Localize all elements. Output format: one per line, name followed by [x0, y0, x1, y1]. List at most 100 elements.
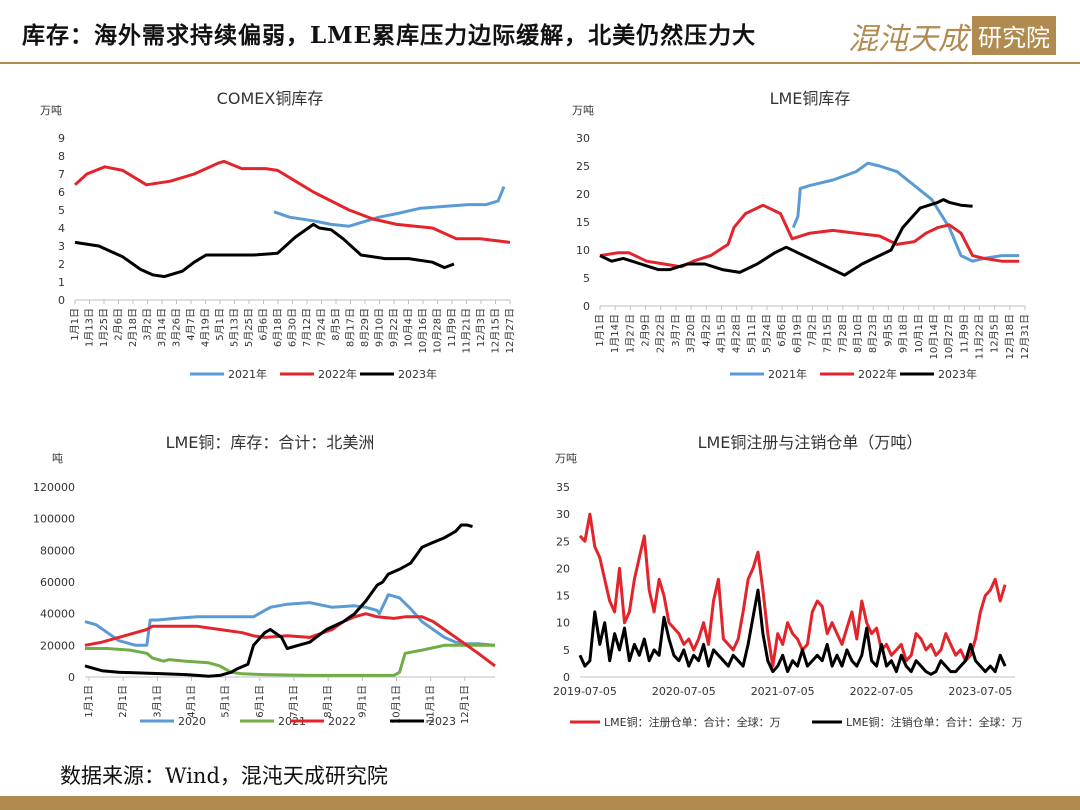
x-tick-label: 7月2日 [807, 314, 819, 347]
y-tick-label: 0 [58, 294, 65, 307]
x-tick-label: 5月13日 [229, 308, 241, 347]
y-tick-label: 2 [58, 258, 65, 271]
x-tick-label: 3月26日 [171, 308, 183, 347]
legend-label: 2023 [428, 715, 456, 728]
data-source-note: 数据来源：Wind，混沌天成研究院 [60, 764, 388, 788]
x-tick-label: 3月7日 [670, 314, 682, 347]
x-tick-label: 2019-07-05 [553, 685, 617, 698]
x-tick-label: 1月1日 [594, 314, 606, 347]
y-tick-label: 15 [576, 216, 590, 229]
x-tick-label: 11月9日 [446, 308, 458, 347]
lme-warrants-chart: LME铜注册与注销仓单（万吨） 万吨 0 5 10 15 20 25 30 35 2019-07-0… [553, 433, 1023, 729]
x-tick-label: 5月11日 [746, 314, 758, 353]
logo-brand-text: 混沌天成 [848, 22, 968, 57]
x-tick-label: 3月1日 [151, 685, 163, 718]
x-tick-label: 4月1日 [186, 685, 198, 718]
x-tick-label: 12月5日 [989, 314, 1001, 353]
y-tick-label: 3 [58, 240, 65, 253]
x-tick-label: 12月15日 [490, 308, 502, 353]
x-tick-label: 6月18日 [272, 308, 284, 347]
x-tick-label: 10月1日 [391, 685, 403, 724]
y-tick-label: 5 [563, 644, 570, 657]
y-tick-label: 10 [556, 617, 570, 630]
x-tick-label: 11月1日 [425, 685, 437, 724]
x-tick-label: 7月1日 [288, 685, 300, 718]
x-tick-label: 2022-07-05 [850, 685, 914, 698]
y-tick-label: 8 [58, 150, 65, 163]
y-axis-unit: 吨 [52, 452, 63, 465]
x-tick-label: 2月9日 [640, 314, 652, 347]
x-tick-label: 6月1日 [254, 685, 266, 718]
series-line-0 [84, 593, 496, 647]
chart-title: LME铜：库存：合计：北美洲 [166, 433, 375, 452]
x-tick-label: 12月1日 [459, 685, 471, 724]
x-tick-label: 2月18日 [127, 308, 139, 347]
footer-bar [0, 796, 1080, 810]
x-tick-label: 7月12日 [301, 308, 313, 347]
y-axis-unit: 万吨 [40, 104, 62, 117]
x-tick-label: 4月2日 [700, 314, 712, 347]
y-tick-label: 20 [556, 562, 570, 575]
series-line-0 [791, 161, 1020, 263]
x-tick-label: 12月18日 [1004, 314, 1016, 359]
series-line-0 [578, 512, 1007, 668]
y-tick-label: 7 [58, 168, 65, 181]
x-tick-label: 8月17日 [345, 308, 357, 347]
x-tick-label: 2月22日 [655, 314, 667, 353]
x-tick-label: 5月24日 [761, 314, 773, 353]
x-tick-label: 4月19日 [200, 308, 212, 347]
x-tick-label: 2023-07-05 [948, 685, 1012, 698]
legend-label: LME铜：注销仓单：合计：全球：万 [846, 715, 1023, 729]
x-tick-label: 10月1日 [913, 314, 925, 353]
legend-label: 2022年 [858, 367, 897, 381]
x-tick-label: 2月6日 [113, 308, 125, 341]
x-tick-label: 6月19日 [791, 314, 803, 353]
series-line-2 [599, 198, 973, 277]
x-tick-label: 2020-07-05 [652, 685, 716, 698]
series-line-2 [74, 222, 455, 279]
legend-label: 2022 [328, 715, 356, 728]
chart-title: LME铜注册与注销仓单（万吨） [698, 433, 923, 452]
series-line-1 [578, 588, 1007, 676]
y-tick-label: 15 [556, 590, 570, 603]
y-tick-label: 6 [58, 186, 65, 199]
x-tick-label: 6月6日 [258, 308, 270, 341]
x-tick-label: 4月28日 [731, 314, 743, 353]
y-tick-label: 5 [583, 272, 590, 285]
y-axis-unit: 万吨 [572, 104, 594, 117]
x-tick-label: 3月2日 [142, 308, 154, 341]
brand-logo: 混沌天成 研究院 [848, 12, 1060, 57]
y-tick-label: 4 [58, 222, 65, 235]
x-tick-label: 4月7日 [185, 308, 197, 341]
x-tick-label: 10月14日 [928, 314, 940, 359]
legend-label: 2023年 [398, 367, 437, 381]
legend-label: 2021年 [228, 367, 267, 381]
series-line-3 [84, 523, 473, 678]
x-tick-label: 10月27日 [943, 314, 955, 359]
legend-label: 2023年 [938, 367, 977, 381]
series-line-1 [85, 643, 495, 677]
x-tick-label: 12月31日 [1019, 314, 1031, 359]
x-tick-label: 9月1日 [356, 685, 368, 718]
x-tick-label: 12月27日 [504, 308, 516, 353]
y-tick-label: 1 [58, 276, 65, 289]
y-tick-label: 100000 [33, 513, 75, 526]
x-tick-label: 6月6日 [776, 314, 788, 347]
chart-title: COMEX铜库存 [217, 89, 324, 108]
x-tick-label: 11月22日 [973, 314, 985, 359]
y-tick-label: 20 [576, 188, 590, 201]
y-tick-label: 30 [556, 508, 570, 521]
x-tick-label: 5月1日 [220, 685, 232, 718]
x-tick-label: 8月1日 [322, 685, 334, 718]
y-tick-label: 0 [68, 671, 75, 684]
x-tick-label: 11月9日 [958, 314, 970, 353]
x-tick-label: 8月23日 [867, 314, 879, 353]
x-tick-label: 10月28日 [432, 308, 444, 353]
x-tick-label: 1月1日 [83, 685, 95, 718]
y-tick-label: 5 [58, 204, 65, 217]
x-tick-label: 4月15日 [715, 314, 727, 353]
x-tick-label: 7月15日 [822, 314, 834, 353]
x-tick-label: 10月4日 [403, 308, 415, 347]
x-tick-label: 1月1日 [69, 308, 81, 341]
